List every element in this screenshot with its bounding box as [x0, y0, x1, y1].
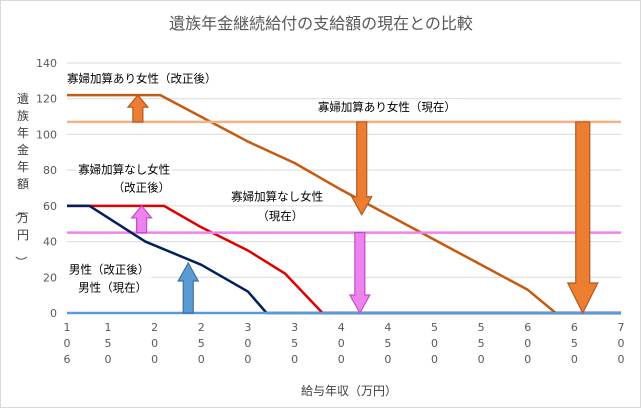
- chart-title: 遺族年金継続給付の支給額の現在との比較: [169, 14, 473, 33]
- arrow-up-1: [130, 204, 153, 234]
- x-axis-label: 給与年収（万円）: [301, 384, 397, 398]
- y-axis-label: 遺族年金年額（万円）: [14, 91, 29, 268]
- arrow-down-4: [348, 232, 371, 315]
- series-lines: [67, 93, 621, 315]
- annotation-bg-5: [255, 208, 306, 225]
- y-tick-label-140: 140: [36, 57, 57, 70]
- y-tick-label-120: 120: [36, 93, 57, 106]
- annotation-bg-0: [65, 70, 219, 87]
- annotation-bg-2: [76, 161, 173, 178]
- annotation-1: 寡婦加算あり女性（現在）: [318, 100, 456, 114]
- annotations: 寡婦加算あり女性（改正後） 寡婦加算あり女性（現在） 寡婦加算なし女性 （改正後） 寡婦…: [65, 70, 458, 296]
- y-tick-label-20: 20: [43, 271, 57, 284]
- y-tick-label-60: 60: [43, 200, 57, 213]
- annotation-4: 寡婦加算なし女性: [231, 190, 323, 204]
- annotation-5: （現在）: [257, 209, 303, 223]
- y-tick-label-100: 100: [36, 128, 57, 141]
- annotation-bg-4: [229, 188, 326, 205]
- arrows: [126, 94, 599, 315]
- arrow-down-5: [566, 121, 599, 315]
- arrow-up-2: [177, 261, 200, 314]
- arrow-up-0: [126, 94, 150, 123]
- annotation-bg-6: [66, 261, 152, 278]
- annotation-6: 男性（改正後）: [69, 263, 150, 277]
- series-line-寡婦加算あり女性-改正後: [67, 93, 621, 315]
- annotation-bg-1: [315, 99, 458, 116]
- annotation-bg-7: [76, 279, 150, 296]
- y-tick-labels: 0 20 40 60 80 100 120 140: [36, 57, 57, 320]
- annotation-bg-3: [110, 179, 173, 196]
- annotation-3: （改正後）: [113, 181, 171, 195]
- x-tick-labels: 1 0 6 1 5 0 2 0 0 2 5 0 3 0 0 3 5 0 4 0 0 4 5 0 5 0 0 5 5 0 6 0 0 6 5 0 7 0 0: [64, 321, 625, 366]
- y-tick-label-0: 0: [50, 307, 57, 320]
- annotation-2: 寡婦加算なし女性: [78, 163, 170, 177]
- annotation-0: 寡婦加算あり女性（改正後）: [67, 72, 217, 86]
- y-tick-label-40: 40: [43, 236, 57, 249]
- annotation-7: 男性（現在）: [78, 281, 147, 295]
- y-tick-label-80: 80: [43, 164, 57, 177]
- y-axis-label-text: 遺族年金年額（万円）: [14, 91, 29, 268]
- arrow-down-3: [350, 121, 373, 217]
